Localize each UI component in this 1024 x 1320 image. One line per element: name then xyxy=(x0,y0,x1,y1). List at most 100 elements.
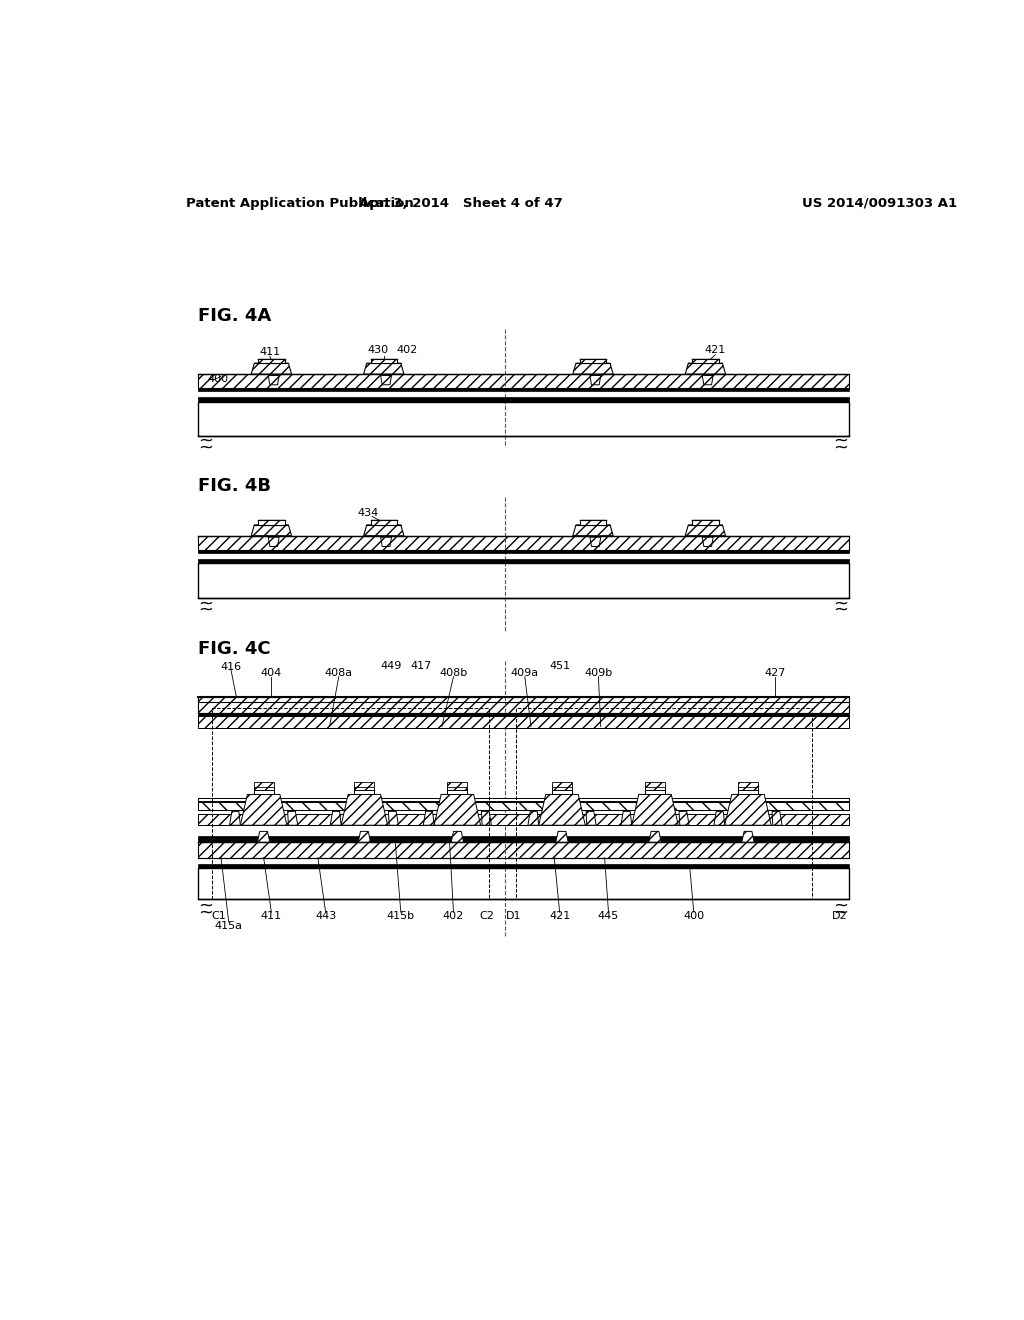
Bar xyxy=(254,785,273,789)
Bar xyxy=(515,708,812,899)
Text: ~: ~ xyxy=(834,438,849,457)
Bar xyxy=(254,781,273,787)
Polygon shape xyxy=(685,525,726,536)
Text: 402: 402 xyxy=(442,911,464,921)
Text: 430: 430 xyxy=(367,345,388,355)
Text: 408a: 408a xyxy=(325,668,353,677)
Polygon shape xyxy=(539,795,586,825)
Bar xyxy=(198,564,849,598)
Polygon shape xyxy=(229,812,241,825)
Polygon shape xyxy=(702,537,713,546)
Text: ~: ~ xyxy=(198,903,213,921)
Text: ~: ~ xyxy=(834,432,849,450)
Text: 421: 421 xyxy=(549,911,570,921)
Polygon shape xyxy=(268,537,280,546)
Polygon shape xyxy=(621,812,632,825)
Bar xyxy=(198,836,849,840)
Bar xyxy=(198,803,849,810)
Bar xyxy=(354,781,375,787)
Polygon shape xyxy=(381,537,391,546)
Text: ~: ~ xyxy=(834,594,849,612)
Bar xyxy=(198,549,849,553)
Text: 408b: 408b xyxy=(439,668,468,677)
Bar xyxy=(580,359,606,363)
Text: Apr. 3, 2014   Sheet 4 of 47: Apr. 3, 2014 Sheet 4 of 47 xyxy=(359,197,563,210)
Text: Patent Application Publication: Patent Application Publication xyxy=(186,197,414,210)
Text: FIG. 4B: FIG. 4B xyxy=(198,477,270,495)
Text: D2: D2 xyxy=(831,911,847,921)
Text: 417: 417 xyxy=(411,661,431,671)
Bar xyxy=(198,840,849,842)
Polygon shape xyxy=(251,363,292,374)
Bar xyxy=(212,708,489,899)
Bar xyxy=(447,785,467,789)
Bar xyxy=(738,785,758,795)
Text: ~: ~ xyxy=(834,601,849,619)
Bar xyxy=(354,785,375,795)
Polygon shape xyxy=(586,812,596,825)
Bar xyxy=(354,785,375,789)
Polygon shape xyxy=(481,812,492,825)
Bar xyxy=(692,520,719,525)
Text: 411: 411 xyxy=(261,911,282,921)
Bar xyxy=(198,869,849,899)
Text: C1: C1 xyxy=(212,911,226,921)
Text: ~: ~ xyxy=(834,903,849,921)
Bar xyxy=(645,785,665,789)
Bar xyxy=(254,785,273,795)
Text: 416: 416 xyxy=(220,663,242,672)
Bar xyxy=(198,397,849,401)
Polygon shape xyxy=(679,812,689,825)
Text: 415b: 415b xyxy=(387,911,415,921)
Bar xyxy=(198,374,849,388)
Text: FIG. 4A: FIG. 4A xyxy=(198,308,271,325)
Polygon shape xyxy=(714,812,725,825)
Text: 427: 427 xyxy=(765,668,785,677)
Text: 400: 400 xyxy=(683,911,705,921)
Polygon shape xyxy=(741,832,755,842)
Text: C2: C2 xyxy=(479,911,495,921)
Bar xyxy=(198,863,849,869)
Polygon shape xyxy=(632,795,678,825)
Text: 411: 411 xyxy=(259,347,281,358)
Text: 404: 404 xyxy=(261,668,282,677)
Text: ~: ~ xyxy=(198,896,213,915)
Text: ~: ~ xyxy=(834,896,849,915)
Bar xyxy=(580,520,606,525)
Bar xyxy=(198,713,849,715)
Polygon shape xyxy=(268,376,280,385)
Bar xyxy=(198,401,849,437)
Bar xyxy=(258,359,285,363)
Polygon shape xyxy=(702,376,713,385)
Bar xyxy=(552,785,572,789)
Bar xyxy=(198,558,849,564)
Polygon shape xyxy=(288,812,298,825)
Polygon shape xyxy=(381,376,391,385)
Bar xyxy=(692,359,719,363)
Text: 445: 445 xyxy=(598,911,620,921)
Polygon shape xyxy=(772,812,782,825)
Polygon shape xyxy=(251,525,292,536)
Bar xyxy=(198,814,849,825)
Bar xyxy=(552,781,572,787)
Text: ~: ~ xyxy=(198,438,213,457)
Polygon shape xyxy=(452,832,464,842)
Polygon shape xyxy=(388,812,398,825)
Text: 449: 449 xyxy=(381,661,402,671)
Text: 400: 400 xyxy=(207,375,228,384)
Bar xyxy=(258,520,285,525)
Text: 409b: 409b xyxy=(585,668,612,677)
Polygon shape xyxy=(528,812,539,825)
Polygon shape xyxy=(423,812,434,825)
Text: 451: 451 xyxy=(550,661,571,671)
Bar xyxy=(198,842,849,858)
Bar xyxy=(198,697,849,713)
Polygon shape xyxy=(590,376,601,385)
Bar xyxy=(371,359,397,363)
Polygon shape xyxy=(685,363,726,374)
Text: 409a: 409a xyxy=(511,668,539,677)
Bar xyxy=(645,781,665,787)
Polygon shape xyxy=(590,537,601,546)
Polygon shape xyxy=(572,525,613,536)
Bar xyxy=(447,781,467,787)
